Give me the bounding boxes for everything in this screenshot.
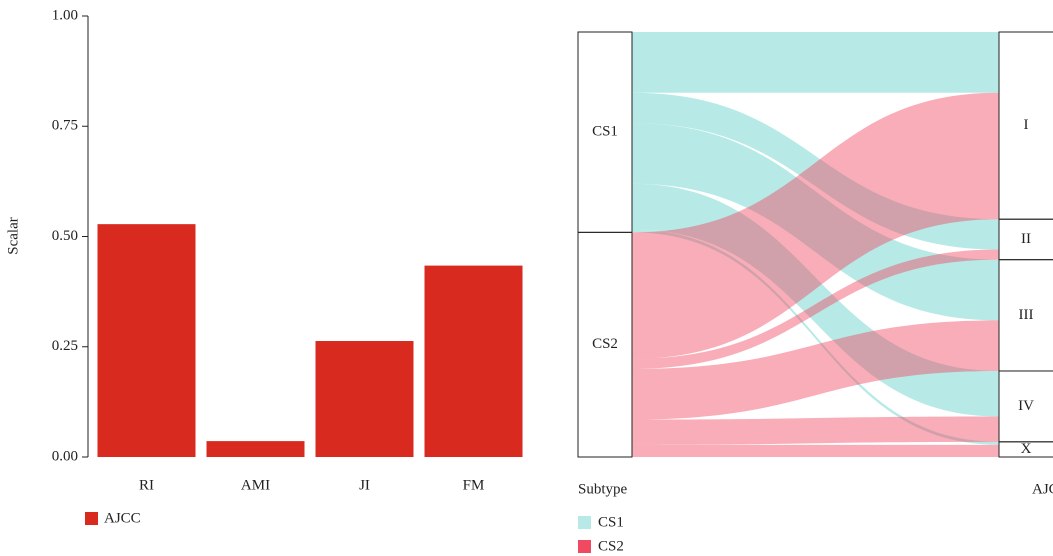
x-tick-label: JI — [359, 477, 370, 493]
flow — [632, 32, 999, 93]
bar — [424, 265, 523, 457]
axis-label: AJCC — [1032, 481, 1053, 497]
stratum-label: CS1 — [592, 124, 618, 140]
y-tick-label: 0.50 — [52, 228, 78, 244]
stratum-label: IV — [1018, 398, 1034, 414]
y-axis-label: Scalar — [5, 217, 21, 254]
flow — [632, 92, 999, 250]
bar — [97, 224, 196, 457]
stratum — [998, 441, 1053, 458]
stratum-label: CS2 — [592, 336, 618, 352]
legend-label: CS2 — [598, 538, 624, 554]
stratum-label: III — [1019, 307, 1034, 323]
flow — [632, 416, 999, 445]
stratum-label: X — [1021, 441, 1032, 457]
legend-swatch — [85, 512, 98, 525]
y-tick-label: 0.75 — [52, 118, 78, 134]
stratum — [577, 231, 633, 458]
legend-label: AJCC — [104, 510, 141, 526]
flow — [632, 123, 999, 321]
stratum-label: I — [1024, 117, 1029, 133]
flow — [632, 444, 999, 457]
y-tick-label: 0.25 — [52, 338, 78, 354]
x-tick-label: RI — [139, 477, 154, 493]
bar — [206, 441, 305, 457]
y-tick-label: 0.00 — [52, 448, 78, 464]
y-tick-label: 1.00 — [52, 7, 78, 23]
legend-swatch — [578, 516, 591, 529]
stratum-label: II — [1021, 231, 1031, 247]
flow — [632, 92, 999, 359]
axis-label: Subtype — [578, 481, 628, 497]
legend-swatch — [578, 540, 591, 553]
flow — [632, 320, 999, 420]
flow — [632, 183, 999, 417]
flow — [632, 229, 999, 445]
x-tick-label: AMI — [241, 477, 270, 493]
legend-label: CS1 — [598, 514, 624, 530]
bar — [315, 341, 414, 457]
x-tick-label: FM — [463, 477, 485, 493]
flow — [632, 249, 999, 369]
